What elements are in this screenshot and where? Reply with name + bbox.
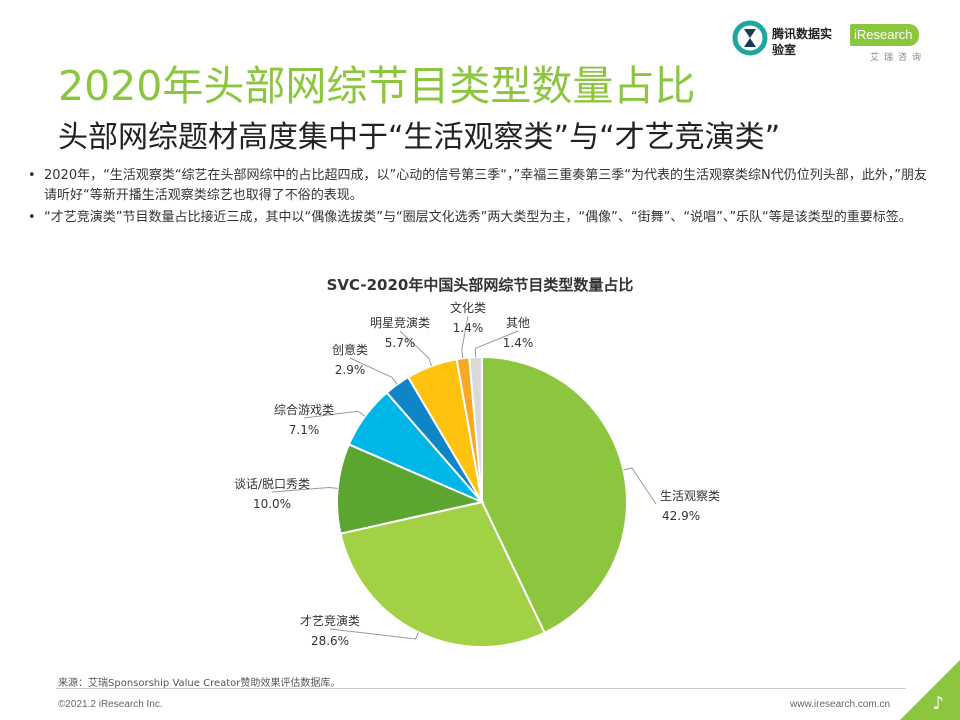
slice-category-label: 生活观察类	[660, 489, 720, 503]
pie-slice	[339, 500, 546, 648]
leader-line	[349, 357, 398, 385]
slice-value-label: 42.9%	[662, 509, 700, 523]
slice-value-label: 10.0%	[253, 497, 291, 511]
leader-line	[303, 410, 366, 419]
slice-category-label: 才艺竞演类	[300, 613, 360, 628]
leader-line	[329, 628, 420, 640]
leader-line	[461, 315, 469, 359]
bullet-marker: •	[28, 168, 36, 183]
tencent-data-lab-logo: 腾讯数据实验室	[732, 16, 842, 66]
leader-line	[271, 487, 338, 493]
pie-slices	[336, 355, 628, 648]
source-note: 来源：艾瑞Sponsorship Value Creator赞助效果评估数据库。	[58, 678, 341, 689]
iresearch-logo: iResearch 艾瑞咨询	[850, 20, 942, 64]
leader-line	[474, 330, 519, 358]
bullet-item: • 2020年，“生活观察类“综艺在头部网综中的占比超四成，以”心动的信号第三季…	[28, 166, 928, 206]
website-text: www.iresearch.com.cn	[790, 699, 891, 710]
chart-title: SVC-2020年中国头部网综节目类型数量占比	[327, 276, 634, 294]
slice-value-label: 1.4%	[453, 321, 484, 335]
corner-decoration	[900, 660, 960, 720]
iresearch-logo-cn: 艾瑞咨询	[870, 53, 927, 63]
bullet-list: • 2020年，“生活观察类“综艺在头部网综中的占比超四成，以”心动的信号第三季…	[28, 166, 928, 230]
slice-category-label: 文化类	[450, 300, 486, 315]
slice-category-label: 综合游戏类	[274, 402, 334, 417]
slice-value-label: 5.7%	[385, 336, 416, 350]
pie-slice	[481, 355, 628, 635]
pie-leader-lines	[271, 315, 657, 640]
music-note-icon: ♪	[932, 693, 945, 714]
tencent-logo-text: 腾讯数据实验室	[772, 27, 833, 57]
iresearch-logo-text: iResearch	[850, 24, 919, 46]
page-subtitle: 头部网综题材高度集中于“生活观察类”与“才艺竞演类”	[58, 120, 781, 155]
leader-line	[623, 467, 657, 505]
page-title: 2020年头部网综节目类型数量占比	[58, 62, 696, 110]
hourglass-icon	[732, 20, 768, 56]
slice-category-label: 创意类	[332, 342, 368, 357]
slice-value-label: 7.1%	[289, 423, 320, 437]
footer-divider	[56, 688, 906, 689]
slice-category-label: 谈话/脱口秀类	[234, 476, 310, 491]
pie-slice	[468, 355, 483, 503]
slice-value-label: 1.4%	[503, 336, 534, 350]
slice-value-label: 28.6%	[311, 634, 349, 648]
bullet-marker: •	[28, 210, 36, 225]
leader-line	[399, 330, 433, 367]
bullet-text: 2020年，“生活观察类“综艺在头部网综中的占比超四成，以”心动的信号第三季“，…	[44, 168, 927, 203]
bullet-item: • “才艺竞演类”节目数量占比接近三成，其中以“偶像选拔类”与“圈层文化选秀”两…	[28, 208, 928, 228]
header-logos: 腾讯数据实验室 iResearch 艾瑞咨询	[732, 14, 942, 70]
pie-labels: 生活观察类 42.9% 才艺竞演类 28.6% 谈话/脱口秀类 10.0% 综合游戏类 7.1…	[234, 300, 720, 648]
slice-category-label: 其他	[506, 316, 530, 330]
bullet-text: “才艺竞演类”节目数量占比接近三成，其中以“偶像选拔类”与“圈层文化选秀”两大类…	[44, 210, 912, 225]
pie-slice	[336, 443, 486, 535]
slice-category-label: 明星竞演类	[370, 315, 430, 330]
copyright-text: ©2021.2 iResearch Inc.	[58, 699, 163, 710]
slice-value-label: 2.9%	[335, 363, 366, 377]
